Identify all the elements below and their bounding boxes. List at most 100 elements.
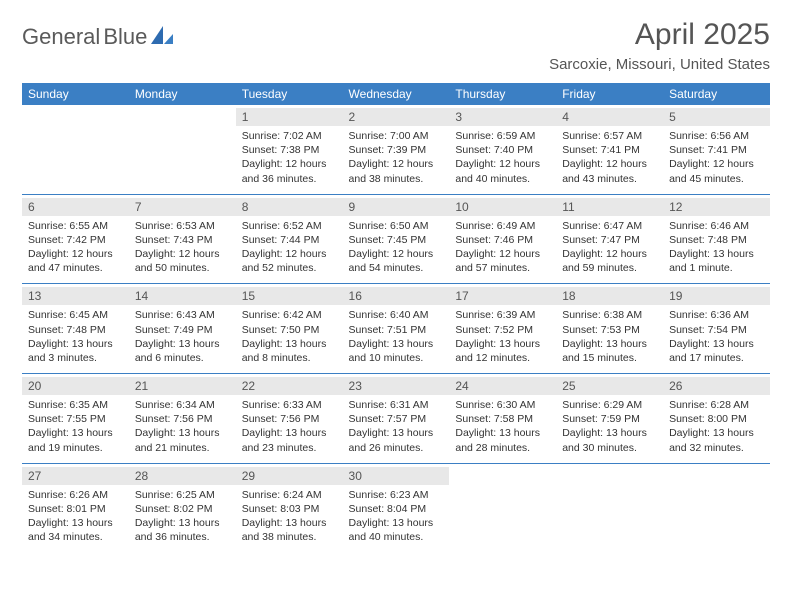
sunrise-label: Sunrise: 6:34 AM [135, 398, 230, 412]
sunrise-label: Sunrise: 6:29 AM [562, 398, 657, 412]
day-header: Monday [129, 83, 236, 105]
calendar-cell: 26Sunrise: 6:28 AMSunset: 8:00 PMDayligh… [663, 374, 770, 464]
calendar-cell: 20Sunrise: 6:35 AMSunset: 7:55 PMDayligh… [22, 374, 129, 464]
sunset-label: Sunset: 7:56 PM [135, 412, 230, 426]
page-header: General Blue April 2025 Sarcoxie, Missou… [22, 18, 770, 73]
day-number: 3 [449, 108, 556, 126]
daylight-label: Daylight: 13 hours and 23 minutes. [242, 426, 337, 454]
daylight-label: Daylight: 12 hours and 50 minutes. [135, 247, 230, 275]
daylight-label: Daylight: 12 hours and 54 minutes. [349, 247, 444, 275]
calendar-cell: 7Sunrise: 6:53 AMSunset: 7:43 PMDaylight… [129, 194, 236, 284]
sunrise-label: Sunrise: 7:00 AM [349, 129, 444, 143]
calendar-cell: 24Sunrise: 6:30 AMSunset: 7:58 PMDayligh… [449, 374, 556, 464]
sunrise-label: Sunrise: 6:33 AM [242, 398, 337, 412]
day-header: Wednesday [343, 83, 450, 105]
sunrise-label: Sunrise: 6:24 AM [242, 488, 337, 502]
sunset-label: Sunset: 7:45 PM [349, 233, 444, 247]
daylight-label: Daylight: 13 hours and 17 minutes. [669, 337, 764, 365]
day-header: Thursday [449, 83, 556, 105]
calendar-cell: 4Sunrise: 6:57 AMSunset: 7:41 PMDaylight… [556, 105, 663, 194]
day-number: 20 [22, 377, 129, 395]
day-number: 25 [556, 377, 663, 395]
sunset-label: Sunset: 7:53 PM [562, 323, 657, 337]
day-number: 19 [663, 287, 770, 305]
sunset-label: Sunset: 7:42 PM [28, 233, 123, 247]
sunset-label: Sunset: 7:41 PM [562, 143, 657, 157]
sunrise-label: Sunrise: 6:47 AM [562, 219, 657, 233]
sunrise-label: Sunrise: 6:23 AM [349, 488, 444, 502]
calendar-cell: 22 Sunrise: 6:33 AMSunset: 7:56 PMDayligh… [236, 374, 343, 464]
sunset-label: Sunset: 7:41 PM [669, 143, 764, 157]
day-number: 15 [236, 287, 343, 305]
daylight-label: Daylight: 13 hours and 3 minutes. [28, 337, 123, 365]
day-number: 30 [343, 467, 450, 485]
sunset-label: Sunset: 7:58 PM [455, 412, 550, 426]
sunset-label: Sunset: 8:04 PM [349, 502, 444, 516]
day-header: Sunday [22, 83, 129, 105]
calendar-cell: 13Sunrise: 6:45 AMSunset: 7:48 PMDayligh… [22, 284, 129, 374]
day-number: 27 [22, 467, 129, 485]
calendar-cell: 17Sunrise: 6:39 AMSunset: 7:52 PMDayligh… [449, 284, 556, 374]
brand-word1: General [22, 24, 100, 49]
sunrise-label: Sunrise: 6:56 AM [669, 129, 764, 143]
sunrise-label: Sunrise: 6:26 AM [28, 488, 123, 502]
daylight-label: Daylight: 13 hours and 40 minutes. [349, 516, 444, 544]
day-number: 11 [556, 198, 663, 216]
calendar-cell: 11Sunrise: 6:47 AMSunset: 7:47 PMDayligh… [556, 194, 663, 284]
daylight-label: Daylight: 12 hours and 40 minutes. [455, 157, 550, 185]
sunset-label: Sunset: 7:56 PM [242, 412, 337, 426]
calendar-week: 13Sunrise: 6:45 AMSunset: 7:48 PMDayligh… [22, 284, 770, 374]
daylight-label: Daylight: 13 hours and 36 minutes. [135, 516, 230, 544]
sunrise-label: Sunrise: 7:02 AM [242, 129, 337, 143]
calendar-cell: 14Sunrise: 6:43 AMSunset: 7:49 PMDayligh… [129, 284, 236, 374]
daylight-label: Daylight: 13 hours and 19 minutes. [28, 426, 123, 454]
calendar-cell: 1Sunrise: 7:02 AMSunset: 7:38 PMDaylight… [236, 105, 343, 194]
daylight-label: Daylight: 13 hours and 30 minutes. [562, 426, 657, 454]
sunrise-label: Sunrise: 6:42 AM [242, 308, 337, 322]
sunrise-label: Sunrise: 6:25 AM [135, 488, 230, 502]
sunset-label: Sunset: 7:57 PM [349, 412, 444, 426]
calendar-cell: 30 Sunrise: 6:23 AMSunset: 8:04 PMDayligh… [343, 463, 450, 552]
sunset-label: Sunset: 7:48 PM [28, 323, 123, 337]
day-number: 28 [129, 467, 236, 485]
day-number: 9 [343, 198, 450, 216]
sunrise-label: Sunrise: 6:39 AM [455, 308, 550, 322]
sunrise-label: Sunrise: 6:59 AM [455, 129, 550, 143]
day-header: Saturday [663, 83, 770, 105]
day-number: 8 [236, 198, 343, 216]
sunset-label: Sunset: 7:54 PM [669, 323, 764, 337]
sunrise-label: Sunrise: 6:36 AM [669, 308, 764, 322]
sunset-label: Sunset: 7:55 PM [28, 412, 123, 426]
daylight-label: Daylight: 12 hours and 47 minutes. [28, 247, 123, 275]
daylight-label: Daylight: 13 hours and 1 minute. [669, 247, 764, 275]
day-number: 21 [129, 377, 236, 395]
sunrise-label: Sunrise: 6:53 AM [135, 219, 230, 233]
sunset-label: Sunset: 7:40 PM [455, 143, 550, 157]
sunrise-label: Sunrise: 6:43 AM [135, 308, 230, 322]
calendar-header-row: SundayMondayTuesdayWednesdayThursdayFrid… [22, 83, 770, 105]
calendar-cell [22, 105, 129, 194]
calendar-cell: 5Sunrise: 6:56 AMSunset: 7:41 PMDaylight… [663, 105, 770, 194]
sunrise-label: Sunrise: 6:52 AM [242, 219, 337, 233]
day-number: 22 [236, 377, 343, 395]
calendar-cell: 2Sunrise: 7:00 AMSunset: 7:39 PMDaylight… [343, 105, 450, 194]
sunset-label: Sunset: 8:00 PM [669, 412, 764, 426]
day-number: 13 [22, 287, 129, 305]
daylight-label: Daylight: 12 hours and 45 minutes. [669, 157, 764, 185]
calendar-cell: 6 Sunrise: 6:55 AMSunset: 7:42 PMDaylight… [22, 194, 129, 284]
sunrise-label: Sunrise: 6:40 AM [349, 308, 444, 322]
sunset-label: Sunset: 8:02 PM [135, 502, 230, 516]
day-number: 2 [343, 108, 450, 126]
sunset-label: Sunset: 7:48 PM [669, 233, 764, 247]
calendar-cell: 12Sunrise: 6:46 AMSunset: 7:48 PMDayligh… [663, 194, 770, 284]
daylight-label: Daylight: 12 hours and 59 minutes. [562, 247, 657, 275]
day-number: 6 [22, 198, 129, 216]
calendar-cell: 16Sunrise: 6:40 AMSunset: 7:51 PMDayligh… [343, 284, 450, 374]
calendar-cell: 9Sunrise: 6:50 AMSunset: 7:45 PMDaylight… [343, 194, 450, 284]
calendar-cell [449, 463, 556, 552]
day-number: 26 [663, 377, 770, 395]
sunrise-label: Sunrise: 6:55 AM [28, 219, 123, 233]
calendar-cell: 18Sunrise: 6:38 AMSunset: 7:53 PMDayligh… [556, 284, 663, 374]
sunset-label: Sunset: 7:46 PM [455, 233, 550, 247]
title-block: April 2025 Sarcoxie, Missouri, United St… [549, 18, 770, 73]
